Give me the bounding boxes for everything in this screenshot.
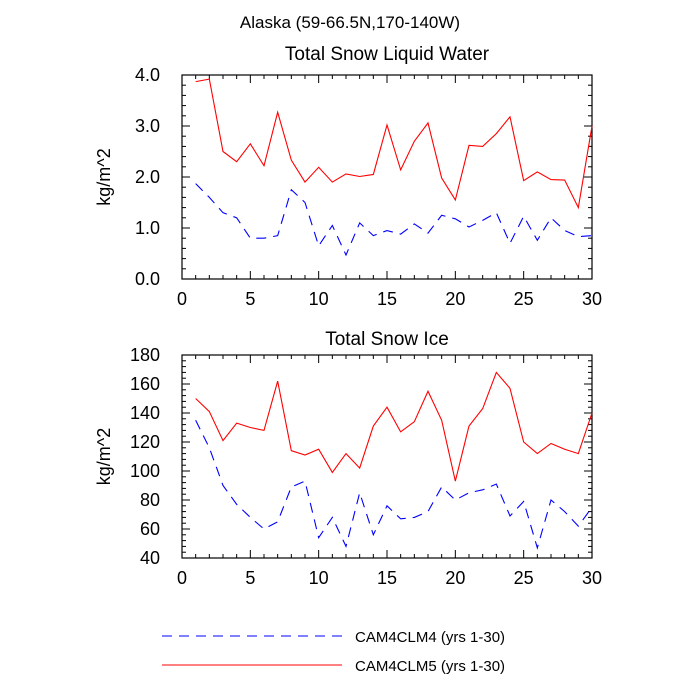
panel-1-frame bbox=[181, 74, 593, 280]
panels: Total Snow Liquid Water 0 5 10 15 20 25 30 0.0 1.… bbox=[94, 44, 602, 588]
panel-1-series-cam4clm5 bbox=[195, 78, 593, 210]
panel-2-xtick-label: 15 bbox=[377, 568, 397, 588]
legend: CAM4CLM4 (yrs 1-30) CAM4CLM5 (yrs 1-30) bbox=[162, 629, 505, 675]
panel-1-xtick-label: 5 bbox=[245, 289, 255, 309]
panel-2-ytick-label: 160 bbox=[130, 374, 160, 394]
panel-2-title: Total Snow Ice bbox=[325, 329, 449, 350]
panel-1-ytick-label: 4.0 bbox=[135, 65, 160, 85]
panel-2-xtick-label: 0 bbox=[177, 568, 187, 588]
panel-2-ytick-label: 80 bbox=[140, 490, 160, 510]
panel-1-ytick-label: 0.0 bbox=[135, 269, 160, 289]
panel-1-xtick-label: 25 bbox=[514, 289, 534, 309]
panel-1-xtick-label: 15 bbox=[377, 289, 397, 309]
panel-1-title: Total Snow Liquid Water bbox=[285, 44, 490, 65]
panel-2-xtick-label: 25 bbox=[514, 568, 534, 588]
panel-2-xtick-label: 20 bbox=[445, 568, 465, 588]
panel-1-series-cam4clm4 bbox=[195, 183, 593, 257]
panel-2-ylabel: kg/m^2 bbox=[94, 428, 114, 485]
panel-2-xtick-label: 30 bbox=[582, 568, 602, 588]
panel-2-ytick-label: 140 bbox=[130, 403, 160, 423]
panel-1-xtick-label: 0 bbox=[177, 289, 187, 309]
panel-1-xtick-label: 10 bbox=[309, 289, 329, 309]
panel-2-ytick-label: 100 bbox=[130, 461, 160, 481]
panel-1-ytick-label: 3.0 bbox=[135, 116, 160, 136]
panel-2-xtick-label: 5 bbox=[245, 568, 255, 588]
panel-1-xtick-label: 20 bbox=[445, 289, 465, 309]
panel-1-ytick-label: 1.0 bbox=[135, 218, 160, 238]
panel-2-xtick-label: 10 bbox=[309, 568, 329, 588]
panel-1-ytick-label: 2.0 bbox=[135, 167, 160, 187]
panel-2-frame bbox=[181, 354, 593, 559]
panel-2: Total Snow Ice 0 5 10 15 20 25 30 40 60 80 100 120 14… bbox=[94, 329, 602, 588]
figure-suptitle: Alaska (59-66.5N,170-140W) bbox=[240, 13, 460, 32]
panel-2-series-cam4clm5 bbox=[195, 371, 593, 482]
panel-2-ytick-label: 120 bbox=[130, 432, 160, 452]
panel-2-ytick-label: 40 bbox=[140, 548, 160, 568]
panel-2-ytick-label: 180 bbox=[130, 345, 160, 365]
panel-1-xtick-label: 30 bbox=[582, 289, 602, 309]
legend-label-cam4clm4: CAM4CLM4 (yrs 1-30) bbox=[355, 629, 505, 646]
panel-2-series-cam4clm4 bbox=[195, 420, 593, 550]
legend-label-cam4clm5: CAM4CLM5 (yrs 1-30) bbox=[355, 658, 505, 675]
panel-2-ytick-label: 60 bbox=[140, 519, 160, 539]
panel-1-ylabel: kg/m^2 bbox=[94, 148, 114, 205]
panel-1: Total Snow Liquid Water 0 5 10 15 20 25 30 0.0 1.… bbox=[94, 44, 602, 309]
